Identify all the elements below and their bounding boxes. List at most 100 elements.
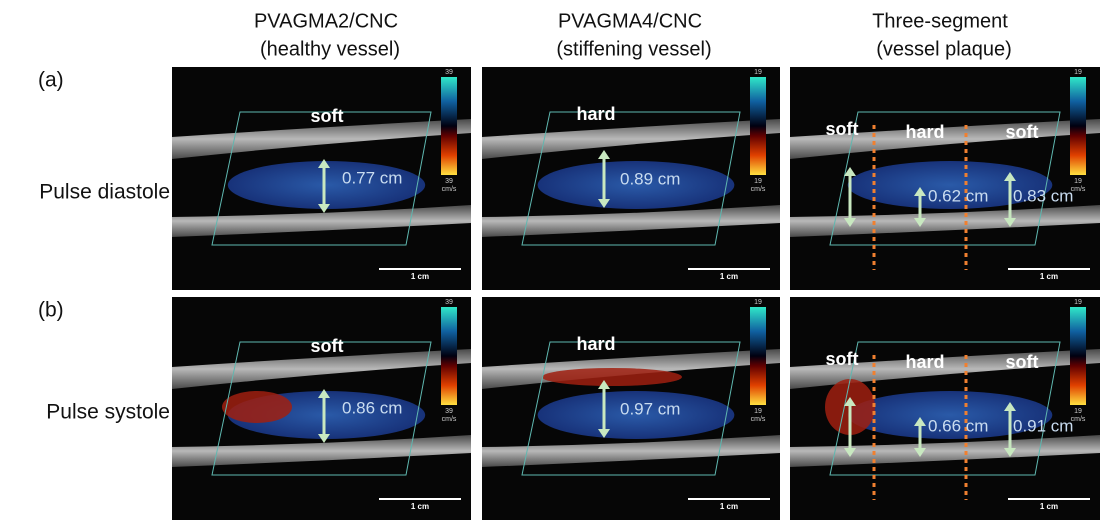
scale-label: 1 cm (720, 272, 738, 281)
colorbar (1070, 307, 1086, 405)
row-name: Pulse systole (46, 401, 170, 424)
segment-label: soft (311, 106, 344, 126)
arrow-head (1004, 218, 1016, 227)
column-title: PVAGMA4/CNC (558, 10, 702, 32)
column-subtitle: (healthy vessel) (260, 38, 400, 60)
roi-box (521, 111, 741, 246)
segment-label: hard (576, 334, 615, 354)
lower-wall (482, 205, 780, 237)
arrow-head (844, 167, 856, 176)
upper-wall (790, 119, 1100, 159)
scale-label: 1 cm (411, 502, 429, 511)
colorbar-unit: cm/s (751, 186, 766, 193)
upper-wall (482, 119, 780, 159)
segment-label: hard (905, 352, 944, 372)
segment-label: soft (1006, 352, 1039, 372)
roi-box (211, 111, 432, 246)
measurement: 0.66 cm (928, 416, 988, 435)
segment-label: soft (311, 336, 344, 356)
measurement: 0.62 cm (928, 186, 988, 205)
colorbar-bottom: 19 (754, 178, 762, 185)
measurement: 0.83 cm (1013, 186, 1073, 205)
arrow-head (1004, 402, 1016, 411)
column-subtitle: (vessel plaque) (876, 38, 1012, 60)
colorbar-bottom: 39 (445, 178, 453, 185)
upper-wall (790, 349, 1100, 389)
arrow-head (598, 429, 610, 438)
arrow-head (844, 448, 856, 457)
arrow-head (844, 397, 856, 406)
column-subtitle: (stiffening vessel) (556, 38, 711, 60)
colorbar-bottom: 19 (754, 408, 762, 415)
segment-label: hard (576, 104, 615, 124)
colorbar-bottom: 19 (1074, 178, 1082, 185)
row-name: Pulse diastole (39, 181, 170, 204)
colorbar-unit: cm/s (442, 186, 457, 193)
row-label: (a) (38, 69, 64, 92)
measurement: 0.77 cm (342, 168, 402, 187)
arrow-head (914, 218, 926, 227)
lower-wall (790, 435, 1100, 467)
measurement: 0.86 cm (342, 398, 402, 417)
measurement: 0.89 cm (620, 169, 680, 188)
colorbar (750, 307, 766, 405)
colorbar-top: 39 (445, 299, 453, 306)
scale-label: 1 cm (411, 272, 429, 281)
lumen (847, 161, 1053, 209)
flow-red (222, 391, 292, 423)
colorbar-top: 19 (1074, 299, 1082, 306)
lumen (537, 161, 735, 209)
lumen (537, 391, 735, 439)
colorbar-bottom: 39 (445, 408, 453, 415)
lumen (847, 391, 1053, 439)
colorbar-top: 19 (754, 299, 762, 306)
roi-box (211, 341, 432, 476)
colorbar-top: 19 (1074, 69, 1082, 76)
lower-wall (482, 435, 780, 467)
colorbar-unit: cm/s (442, 416, 457, 423)
arrow-head (598, 199, 610, 208)
colorbar (441, 307, 457, 405)
colorbar (441, 77, 457, 175)
arrow-head (914, 417, 926, 426)
scale-label: 1 cm (720, 502, 738, 511)
arrow-head (318, 159, 330, 168)
lower-wall (790, 205, 1100, 237)
column-title: PVAGMA2/CNC (254, 10, 398, 32)
arrow-head (318, 434, 330, 443)
upper-wall (172, 349, 471, 389)
scale-label: 1 cm (1040, 502, 1058, 511)
measurement: 0.91 cm (1013, 416, 1073, 435)
segment-label: soft (826, 349, 859, 369)
arrow-head (914, 448, 926, 457)
arrow-head (1004, 172, 1016, 181)
roi-box (521, 341, 741, 476)
colorbar (750, 77, 766, 175)
colorbar-top: 39 (445, 69, 453, 76)
segment-label: soft (1006, 122, 1039, 142)
lumen (227, 161, 426, 209)
arrow-head (318, 389, 330, 398)
column-title: Three-segment (872, 10, 1008, 32)
arrow-head (1004, 448, 1016, 457)
flow-red (542, 368, 682, 386)
segment-label: soft (826, 119, 859, 139)
row-label: (b) (38, 299, 64, 322)
measurement: 0.97 cm (620, 399, 680, 418)
colorbar-unit: cm/s (1071, 186, 1086, 193)
arrow-head (598, 150, 610, 159)
colorbar-top: 19 (754, 69, 762, 76)
lower-wall (172, 205, 471, 237)
upper-wall (172, 119, 471, 159)
colorbar (1070, 77, 1086, 175)
colorbar-unit: cm/s (751, 416, 766, 423)
arrow-head (598, 380, 610, 389)
colorbar-bottom: 19 (1074, 408, 1082, 415)
segment-label: hard (905, 122, 944, 142)
